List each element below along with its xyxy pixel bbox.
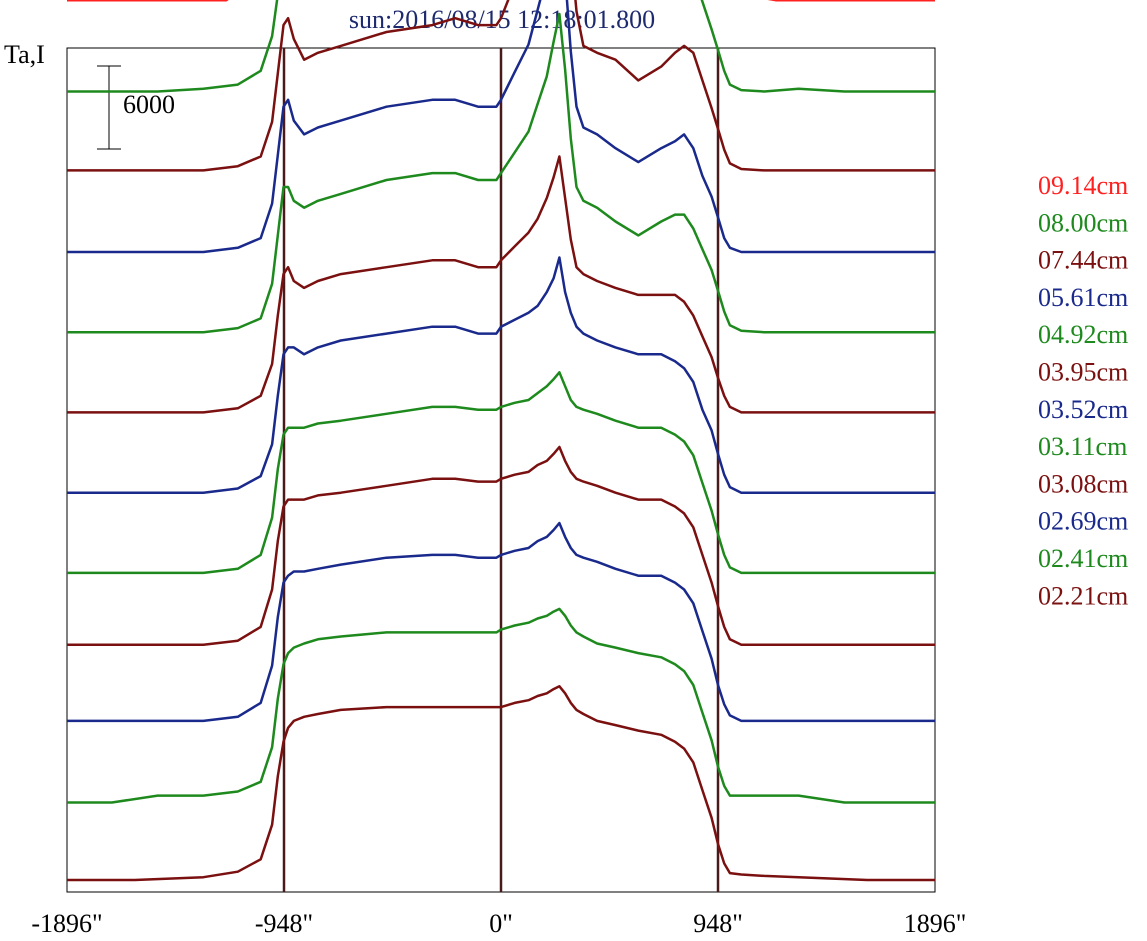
legend-entry: 02.21cm xyxy=(1038,581,1128,610)
legend-entry: 08.00cm xyxy=(1038,208,1128,237)
series-lines xyxy=(67,0,935,882)
series-line-08.00cm xyxy=(67,0,935,93)
legend: 09.14cm 08.00cm 07.44cm 05.61cm 04.92cm 03.95… xyxy=(1038,171,1128,610)
x-tick-label: 1896" xyxy=(904,909,967,938)
legend-entry: 09.14cm xyxy=(1038,171,1128,200)
legend-entry: 05.61cm xyxy=(1038,283,1128,312)
x-tick-label: 948" xyxy=(693,909,743,938)
x-tick-label: -948" xyxy=(255,909,313,938)
series-line-05.61cm xyxy=(67,0,935,254)
x-tick-label: -1896" xyxy=(31,909,102,938)
series-line-04.92cm xyxy=(67,12,935,334)
legend-entry: 03.08cm xyxy=(1038,469,1128,498)
series-line-02.21cm xyxy=(67,685,935,882)
series-line-07.44cm xyxy=(67,0,935,172)
x-tick-labels: -1896" -948" 0" 948" 1896" xyxy=(31,909,966,938)
series-line-02.69cm xyxy=(67,521,935,723)
series-line-03.08cm xyxy=(67,445,935,647)
legend-entry: 02.41cm xyxy=(1038,544,1128,573)
series-line-02.41cm xyxy=(67,607,935,804)
scale-bar-label: 6000 xyxy=(123,90,175,119)
legend-entry: 03.95cm xyxy=(1038,358,1128,387)
legend-entry: 07.44cm xyxy=(1038,246,1128,275)
y-axis-label: Ta,I xyxy=(4,40,45,69)
series-line-03.95cm xyxy=(67,155,935,414)
series-line-03.52cm xyxy=(67,256,935,494)
legend-entry: 03.11cm xyxy=(1038,432,1127,461)
scale-bar: 6000 xyxy=(97,65,175,150)
legend-entry: 03.52cm xyxy=(1038,395,1128,424)
legend-entry: 04.92cm xyxy=(1038,320,1128,349)
legend-entry: 02.69cm xyxy=(1038,507,1128,536)
x-tick-label: 0" xyxy=(489,909,513,938)
series-line-03.11cm xyxy=(67,371,935,575)
